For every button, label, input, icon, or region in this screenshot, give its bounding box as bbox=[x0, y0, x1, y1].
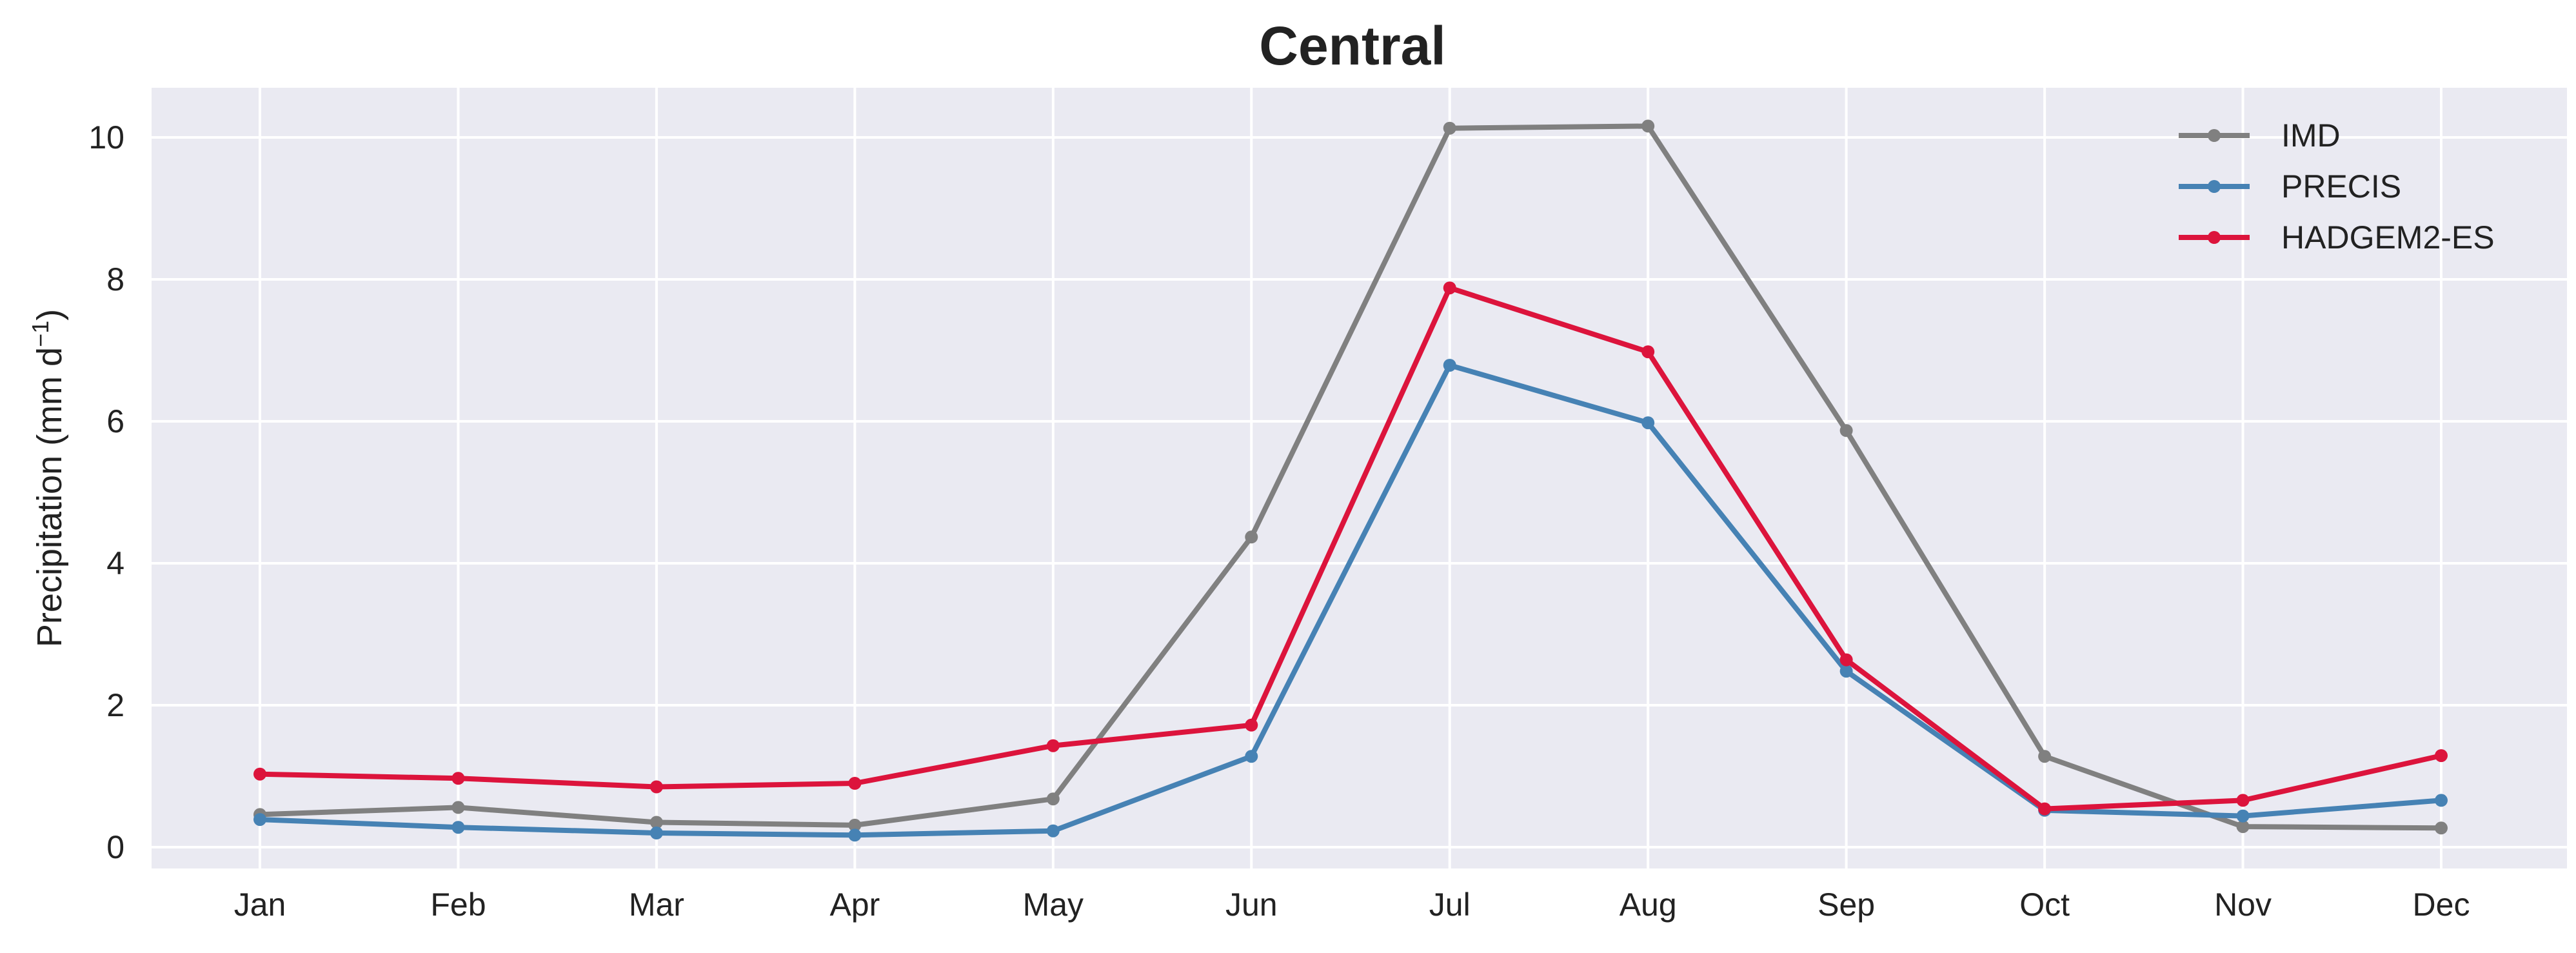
data-point-precis bbox=[848, 828, 862, 842]
y-tick-label: 4 bbox=[106, 545, 124, 581]
legend-label-hadgem2-es: HADGEM2-ES bbox=[2281, 219, 2495, 256]
x-tick-label: Oct bbox=[2019, 887, 2070, 923]
series-hadgem2-es bbox=[253, 281, 2448, 816]
y-tick-label: 10 bbox=[88, 119, 124, 155]
data-point-imd bbox=[1443, 121, 1456, 135]
data-point-hadgem2-es bbox=[1443, 281, 1456, 295]
y-axis-label-close: ) bbox=[30, 309, 69, 321]
data-point-imd bbox=[451, 801, 465, 814]
data-point-imd bbox=[2435, 821, 2448, 835]
x-tick-label: Mar bbox=[629, 887, 684, 923]
y-tick-label: 8 bbox=[106, 261, 124, 297]
x-tick-label: Apr bbox=[829, 887, 880, 923]
x-tick-label: Aug bbox=[1620, 887, 1677, 923]
data-point-hadgem2-es bbox=[848, 777, 862, 790]
grid-lines bbox=[152, 88, 2567, 868]
data-point-hadgem2-es bbox=[253, 767, 266, 781]
data-point-hadgem2-es bbox=[2038, 802, 2052, 816]
legend: IMD PRECIS HADGEM2-ES bbox=[2179, 117, 2495, 256]
data-point-imd bbox=[848, 818, 862, 832]
x-tick-label: May bbox=[1023, 887, 1084, 923]
data-point-hadgem2-es bbox=[1839, 653, 1853, 667]
data-point-hadgem2-es bbox=[1046, 739, 1060, 752]
data-point-hadgem2-es bbox=[649, 780, 663, 794]
data-point-imd bbox=[1245, 530, 1258, 544]
x-tick-label: Sep bbox=[1818, 887, 1875, 923]
tick-labels: Jan Feb Mar Apr May Jun Jul Aug Sep Oct Nov Dec 0 2 4 6… bbox=[88, 119, 2470, 923]
chart-title: Central bbox=[1259, 15, 1445, 76]
data-point-hadgem2-es bbox=[1245, 718, 1258, 732]
series-lines bbox=[253, 119, 2448, 842]
y-tick-label: 0 bbox=[106, 829, 124, 865]
legend-marker-imd bbox=[2208, 129, 2221, 142]
data-point-precis bbox=[451, 821, 465, 834]
data-point-precis bbox=[1046, 824, 1060, 838]
data-point-imd bbox=[2038, 750, 2052, 763]
legend-label-imd: IMD bbox=[2281, 117, 2341, 154]
data-point-precis bbox=[1839, 665, 1853, 678]
data-point-hadgem2-es bbox=[2236, 794, 2250, 807]
legend-marker-precis bbox=[2208, 180, 2221, 193]
series-line-imd bbox=[257, 123, 2444, 831]
data-point-precis bbox=[2236, 809, 2250, 823]
series-imd bbox=[253, 119, 2448, 835]
x-tick-label: Dec bbox=[2413, 887, 2470, 923]
data-point-imd bbox=[649, 816, 663, 829]
x-tick-label: Jul bbox=[1429, 887, 1471, 923]
x-tick-label: Nov bbox=[2214, 887, 2272, 923]
y-axis-label: Precipitation (mm d−1) bbox=[27, 309, 69, 647]
data-point-hadgem2-es bbox=[1641, 345, 1655, 359]
x-tick-label: Jan bbox=[234, 887, 286, 923]
plot-background bbox=[152, 88, 2567, 868]
x-tick-label: Jun bbox=[1225, 887, 1278, 923]
data-point-precis bbox=[253, 813, 266, 827]
series-line-hadgem2-es bbox=[257, 285, 2444, 812]
y-tick-label: 6 bbox=[106, 403, 124, 439]
data-point-precis bbox=[1245, 750, 1258, 763]
data-point-imd bbox=[1046, 792, 1060, 806]
data-point-imd bbox=[1839, 424, 1853, 437]
data-point-precis bbox=[1443, 359, 1456, 372]
y-axis-label-superscript: −1 bbox=[27, 321, 54, 347]
legend-marker-hadgem2-es bbox=[2208, 231, 2221, 244]
data-point-hadgem2-es bbox=[451, 772, 465, 785]
data-point-precis bbox=[2435, 794, 2448, 807]
series-line-precis bbox=[257, 363, 2444, 838]
x-tick-label: Feb bbox=[430, 887, 486, 923]
data-point-precis bbox=[649, 827, 663, 839]
data-point-imd bbox=[2236, 820, 2250, 834]
data-point-precis bbox=[1641, 416, 1655, 430]
y-axis-label-main: Precipitation (mm d bbox=[30, 347, 69, 647]
data-point-imd bbox=[1641, 119, 1655, 133]
legend-label-precis: PRECIS bbox=[2281, 168, 2401, 205]
data-point-hadgem2-es bbox=[2435, 749, 2448, 763]
y-tick-label: 2 bbox=[106, 687, 124, 723]
